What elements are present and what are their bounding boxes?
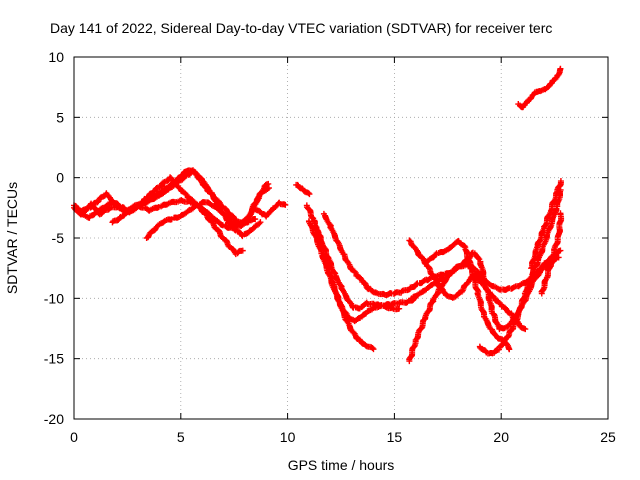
- data-point: [475, 255, 482, 262]
- y-tick-label: 10: [48, 49, 64, 65]
- data-point: [484, 286, 491, 293]
- series-prn-s: [515, 65, 564, 111]
- data-point: [239, 247, 246, 254]
- y-tick-label: 5: [56, 109, 64, 125]
- data-point: [265, 184, 272, 191]
- x-tick-label: 15: [387, 429, 403, 445]
- data-point: [506, 346, 513, 353]
- x-tick-label: 25: [600, 429, 616, 445]
- data-point: [252, 216, 259, 223]
- data-point: [227, 216, 234, 223]
- grid: [74, 57, 608, 419]
- data-point: [282, 201, 289, 208]
- series-prn-f: [252, 199, 289, 220]
- series-prn-c: [71, 174, 246, 258]
- series-prn-g: [293, 181, 313, 198]
- data-point: [557, 210, 564, 217]
- series-prn-j: [305, 218, 419, 325]
- data-point: [557, 65, 564, 72]
- x-tick-label: 20: [493, 429, 509, 445]
- data-point: [306, 191, 313, 198]
- chart-title: Day 141 of 2022, Sidereal Day-to-day VTE…: [50, 20, 552, 36]
- x-tick-label: 10: [280, 429, 296, 445]
- data-point: [557, 247, 564, 254]
- data-point: [528, 265, 535, 272]
- series-prn-e: [143, 184, 272, 241]
- data-point: [215, 227, 222, 234]
- x-axis-label: GPS time / hours: [288, 457, 395, 473]
- data-point: [413, 281, 420, 288]
- data-point: [150, 193, 157, 200]
- series-prn-r: [538, 210, 565, 297]
- x-tick-label: 5: [177, 429, 185, 445]
- data-point: [305, 190, 312, 197]
- series-prn-q: [528, 178, 564, 272]
- y-tick-label: 0: [56, 170, 64, 186]
- data-point: [555, 254, 562, 261]
- ticks: 0 5 10 15 20 25 -20 -15 -10 -5 0 5 10: [44, 49, 616, 445]
- data-point: [425, 264, 432, 271]
- y-tick-label: -10: [44, 290, 64, 306]
- y-tick-label: -15: [44, 351, 64, 367]
- series-prn-p: [476, 186, 564, 357]
- data-point: [557, 178, 564, 185]
- y-tick-label: -20: [44, 411, 64, 427]
- x-tick-label: 0: [70, 429, 78, 445]
- y-axis-label: SDTVAR / TECUs: [4, 182, 20, 294]
- data-point: [370, 346, 377, 353]
- data-point: [522, 326, 529, 333]
- y-tick-label: -5: [52, 230, 65, 246]
- data-layer: [71, 65, 565, 365]
- data-point: [369, 345, 376, 352]
- data-point: [257, 219, 264, 226]
- series-prn-n: [423, 237, 513, 353]
